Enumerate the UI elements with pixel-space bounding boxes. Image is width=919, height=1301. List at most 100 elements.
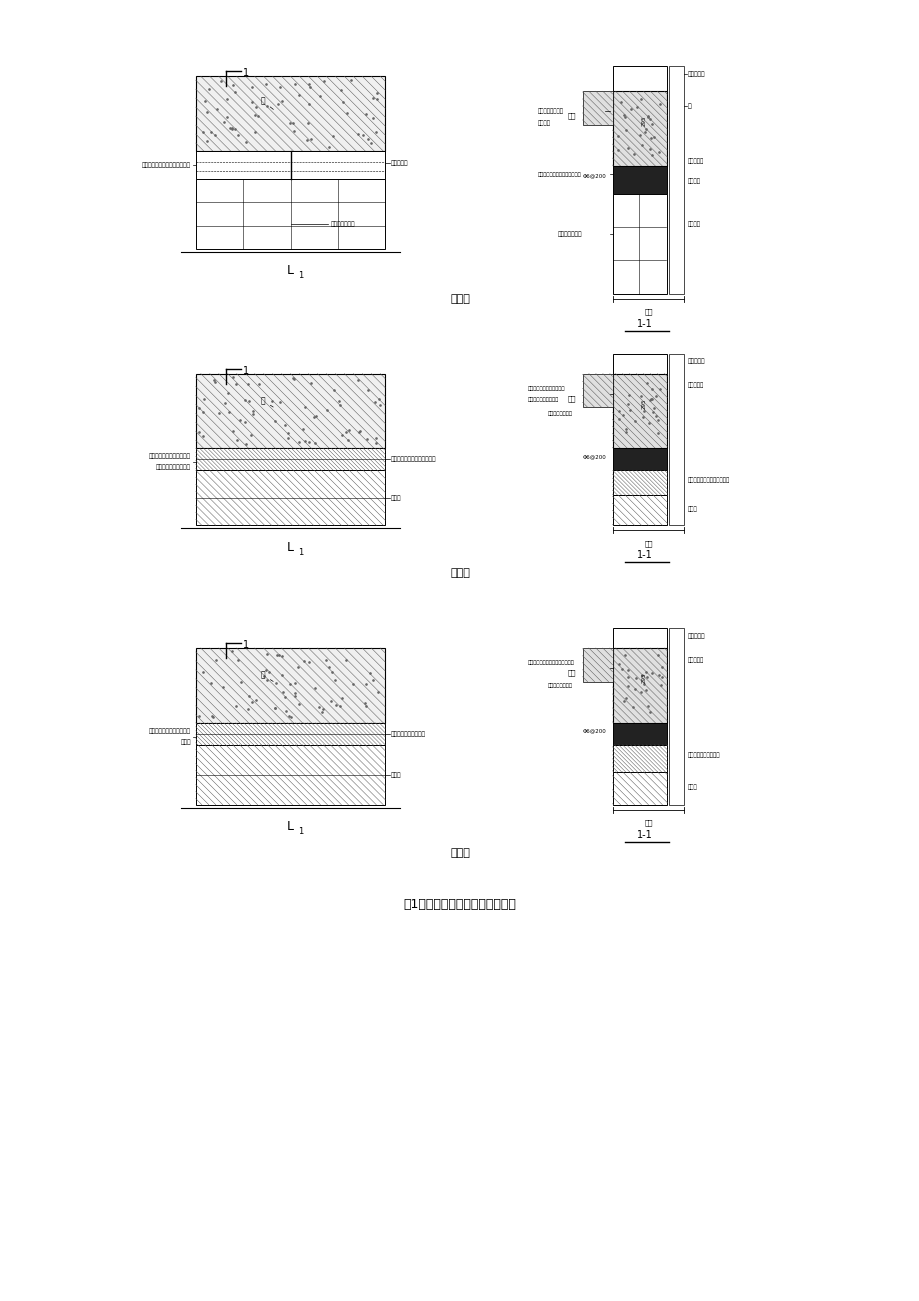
Text: 外墙做墙层: 外墙做墙层 xyxy=(686,634,704,639)
Point xyxy=(216,677,231,697)
Point xyxy=(643,389,658,410)
Point xyxy=(229,696,244,717)
Bar xyxy=(196,449,385,471)
Point xyxy=(286,113,301,134)
Bar xyxy=(582,91,612,125)
Point xyxy=(329,695,344,716)
Point xyxy=(197,389,211,410)
Bar xyxy=(612,91,666,167)
Point xyxy=(238,390,253,411)
Point xyxy=(205,706,220,727)
Text: 295: 295 xyxy=(641,673,646,683)
Point xyxy=(275,90,289,111)
Point xyxy=(198,91,212,112)
Point xyxy=(217,112,232,133)
Point xyxy=(614,658,629,679)
Point xyxy=(276,682,290,703)
Point xyxy=(301,652,316,673)
Text: 锚筋聚苯板处理各: 锚筋聚苯板处理各 xyxy=(547,683,573,688)
Text: （室与多孔砖同材质）: （室与多孔砖同材质） xyxy=(155,464,190,470)
Point xyxy=(621,385,636,406)
Point xyxy=(644,388,659,409)
Text: 混凝土梁下覆铜排铅实心砖: 混凝土梁下覆铜排铅实心砖 xyxy=(149,454,190,459)
Text: L: L xyxy=(287,264,294,277)
Text: 外墙做墙层: 外墙做墙层 xyxy=(686,359,704,364)
Point xyxy=(372,394,387,415)
Text: 墙厚: 墙厚 xyxy=(643,820,652,826)
Text: 多孔砖: 多孔砖 xyxy=(686,506,697,511)
Point xyxy=(627,679,641,700)
Point xyxy=(283,706,298,727)
Point xyxy=(620,394,635,415)
Point xyxy=(652,379,667,399)
Bar xyxy=(582,373,612,407)
Point xyxy=(332,696,346,717)
Point xyxy=(369,88,383,109)
Point xyxy=(648,406,663,427)
Point xyxy=(271,644,286,665)
Point xyxy=(617,644,631,665)
Point xyxy=(269,644,284,665)
Point xyxy=(208,649,222,670)
Point xyxy=(641,389,656,410)
Point xyxy=(191,705,206,726)
Point xyxy=(628,667,642,688)
Point xyxy=(639,372,653,393)
Text: 梁: 梁 xyxy=(260,396,273,407)
Point xyxy=(231,650,245,671)
Point xyxy=(274,645,289,666)
Bar xyxy=(582,648,612,682)
Point xyxy=(643,127,658,148)
Point xyxy=(280,428,295,449)
Point xyxy=(289,657,304,678)
Text: 梁: 梁 xyxy=(260,670,273,682)
Point xyxy=(308,678,323,699)
Point xyxy=(654,656,669,677)
Point xyxy=(339,103,354,124)
Text: 1-1: 1-1 xyxy=(636,550,652,561)
Point xyxy=(244,424,258,445)
Point xyxy=(195,122,210,143)
Point xyxy=(638,679,652,700)
Text: 室外做水面: 室外做水面 xyxy=(686,159,703,164)
Point xyxy=(251,105,266,126)
Point xyxy=(259,644,274,665)
Point xyxy=(632,682,647,703)
Point xyxy=(268,673,283,693)
Text: 实心砖: 实心砖 xyxy=(180,739,190,744)
Point xyxy=(233,671,248,692)
Point xyxy=(278,701,293,722)
Text: 锚筋聚苯板处理各: 锚筋聚苯板处理各 xyxy=(547,411,573,416)
Point xyxy=(620,677,635,697)
Point xyxy=(335,91,350,112)
Point xyxy=(203,121,218,142)
Point xyxy=(351,422,366,442)
Point xyxy=(312,86,327,107)
Point xyxy=(267,410,282,431)
Bar xyxy=(669,354,684,526)
Point xyxy=(208,124,222,144)
Point xyxy=(363,133,378,154)
Point xyxy=(360,129,375,150)
Point xyxy=(303,129,318,150)
Point xyxy=(237,411,252,432)
Text: 1-1: 1-1 xyxy=(636,319,652,329)
Point xyxy=(287,673,301,693)
Point xyxy=(196,425,210,446)
Point xyxy=(302,77,317,98)
Text: 层厚做墙: 层厚做墙 xyxy=(686,178,699,183)
Point xyxy=(303,372,318,393)
Point xyxy=(641,108,656,129)
Point xyxy=(369,82,383,103)
Point xyxy=(282,113,297,134)
Point xyxy=(291,85,306,105)
Bar xyxy=(612,194,666,294)
Text: 梁: 梁 xyxy=(260,96,273,109)
Point xyxy=(646,126,661,147)
Point xyxy=(247,105,262,126)
Point xyxy=(357,696,372,717)
Point xyxy=(644,379,659,399)
Point xyxy=(371,389,386,410)
Point xyxy=(242,390,256,411)
Point xyxy=(301,94,315,114)
